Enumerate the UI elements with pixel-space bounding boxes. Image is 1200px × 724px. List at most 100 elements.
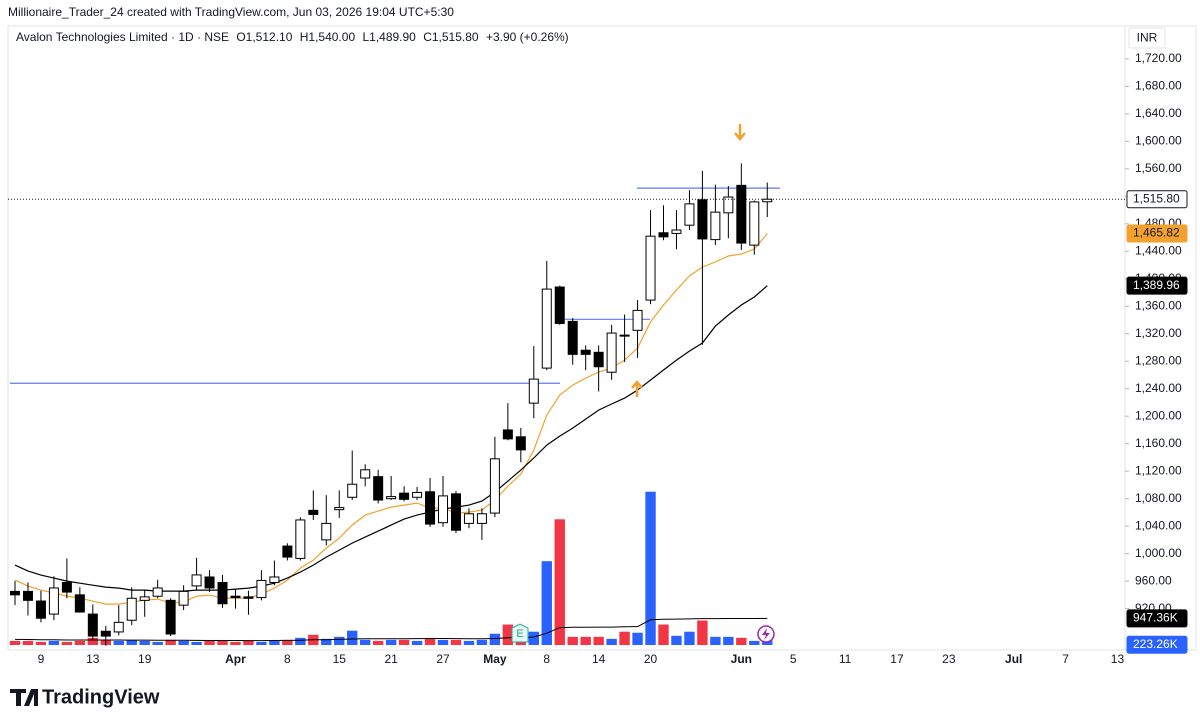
x-tick-label: 8 [284, 652, 291, 666]
volume-bar [126, 639, 137, 645]
volume-bar [593, 636, 604, 645]
volume-bar [22, 640, 34, 645]
volume-ma [14, 617, 768, 642]
x-tick-label: 13 [86, 652, 100, 666]
volume-bar [645, 491, 656, 645]
candle-body [710, 211, 721, 241]
scale-label-box [1126, 190, 1188, 209]
currency-box[interactable] [1128, 27, 1166, 49]
candle-body [541, 288, 552, 369]
volume-bar [749, 640, 760, 645]
candle-body [334, 507, 345, 511]
x-tick-label: Apr [225, 652, 246, 666]
volume-bar [87, 637, 99, 645]
brand-logo [10, 689, 38, 706]
x-tick-label: 7 [1062, 652, 1069, 666]
candle-body [113, 621, 124, 633]
scale-label-box [1126, 609, 1188, 628]
candle-body [230, 595, 241, 599]
candle-body [204, 576, 215, 589]
y-tick-label: 960.00 [1135, 573, 1172, 587]
candle-body [619, 334, 630, 337]
symbol: Avalon Technologies Limited · 1D · NSE [16, 30, 229, 44]
candle-body [438, 495, 449, 524]
volume-bar [554, 519, 565, 645]
candle-body [645, 235, 656, 301]
candle-body [528, 378, 539, 404]
x-tick-label: 11 [839, 652, 852, 666]
scale-label-box [1126, 224, 1188, 243]
candle-body [74, 594, 85, 613]
volume-bar [204, 640, 215, 645]
x-tick-label: 19 [138, 652, 152, 666]
legend: Avalon Technologies Limited · 1D · NSE O… [16, 30, 569, 44]
x-tick-label: 13 [1111, 652, 1125, 666]
scale-label: 1,515.80 [1133, 191, 1180, 205]
x-tick-label: 15 [333, 652, 347, 666]
candle-body [425, 491, 436, 525]
volume-bar [35, 641, 47, 645]
plot: 920.00960.001,000.001,040.001,080.001,12… [8, 51, 1182, 666]
volume-bar [567, 636, 578, 645]
x-tick-label: 8 [543, 652, 550, 666]
y-tick-label: 1,200.00 [1135, 408, 1182, 422]
candle-body [567, 320, 578, 355]
y-tick-label: 1,440.00 [1135, 243, 1182, 257]
x-tick-label: 9 [38, 652, 45, 666]
volume-bar [489, 633, 501, 645]
candle-body [48, 587, 59, 615]
y-tick-label: 1,040.00 [1135, 518, 1182, 532]
volume-bar [113, 640, 124, 645]
candle-body [269, 576, 280, 583]
volume-bar [282, 639, 293, 645]
scale-label: 1,465.82 [1133, 226, 1180, 240]
volume-bar [334, 636, 345, 645]
earnings-marker[interactable] [511, 623, 529, 643]
y-tick-label: 1,240.00 [1135, 381, 1182, 395]
x-tick-label: 20 [644, 652, 658, 666]
candle-body [554, 286, 565, 324]
candle-body [736, 184, 747, 244]
volume-bar [74, 640, 86, 645]
volume-bar [658, 624, 669, 645]
volume-bar [411, 640, 423, 645]
volume-bar [398, 639, 410, 645]
candle-body [243, 596, 254, 599]
earnings-label: E [516, 628, 523, 640]
y-tick-label: 1,560.00 [1135, 161, 1182, 175]
volume-bar [671, 635, 682, 645]
y-tick-label: 1,080.00 [1135, 491, 1182, 505]
y-tick-label: 1,360.00 [1135, 298, 1182, 312]
buy-arrow [631, 380, 643, 397]
candle-body [515, 436, 526, 451]
candle-body [347, 483, 358, 498]
candle-body [684, 203, 695, 226]
volume-bar [528, 631, 539, 645]
candle-body [593, 351, 604, 368]
candle-body [749, 201, 760, 246]
volume-bar [619, 631, 630, 645]
x-tick-label: 17 [890, 652, 904, 666]
volume-bar [139, 640, 150, 645]
x-tick-label: 5 [790, 652, 797, 666]
y-tick-label: 1,600.00 [1135, 134, 1182, 148]
volume-bar [502, 624, 514, 645]
x-tick-label: Jun [731, 652, 752, 666]
candle-body [697, 199, 708, 240]
volume-bar [684, 631, 695, 645]
candle-body [126, 597, 137, 621]
volume-bar [476, 639, 488, 645]
x-tick-label: 23 [942, 652, 956, 666]
volume-bar [450, 639, 462, 645]
volume-bar [178, 640, 189, 645]
candle-body [476, 513, 487, 524]
volume-bar [697, 620, 708, 645]
volume-bar [152, 641, 163, 645]
x-tick-label: Jul [1005, 652, 1022, 666]
attribution: Millionaire_Trader_24 created with Tradi… [8, 5, 454, 19]
low: L1,489.90 [362, 30, 416, 44]
candle-body [373, 476, 384, 501]
candle-body [658, 232, 669, 238]
volume-bar [347, 630, 358, 645]
